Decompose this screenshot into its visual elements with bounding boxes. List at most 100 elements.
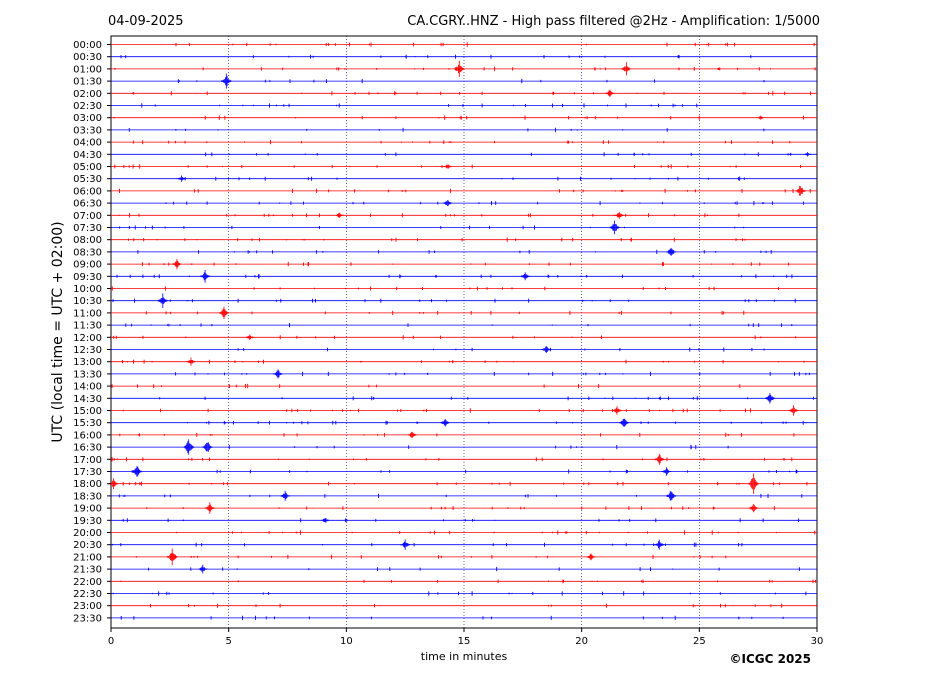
trace-noise-0300: [113, 115, 804, 120]
y-tick-label: 19:00: [73, 504, 102, 515]
seismic-event: [654, 539, 665, 550]
seismic-event: [454, 60, 465, 77]
seismic-event: [619, 418, 629, 427]
y-tick-label: 04:00: [73, 138, 102, 149]
copyright-label: ©ICGC 2025: [729, 652, 811, 666]
seismic-event: [407, 431, 418, 438]
y-tick-label: 09:30: [73, 272, 102, 283]
trace-noise-0500: [114, 164, 801, 169]
trace-noise-2330: [120, 615, 784, 620]
y-tick-label: 09:00: [73, 260, 102, 271]
seismic-event: [520, 272, 531, 281]
y-tick-label: 20:30: [73, 540, 102, 551]
x-tick-label: 5: [225, 636, 231, 647]
trace-noise-1030: [112, 298, 796, 303]
y-tick-label: 01:00: [73, 64, 102, 75]
y-tick-label: 12:30: [73, 345, 102, 356]
trace-noise-0400: [132, 140, 791, 145]
y-tick-label: 18:30: [73, 491, 102, 502]
trace-noise-0430: [205, 152, 792, 157]
seismic-event: [334, 212, 345, 218]
y-tick-label: 18:00: [73, 479, 102, 490]
seismic-event: [788, 405, 799, 416]
y-axis-label: UTC (local time = UTC + 02:00): [50, 221, 66, 442]
y-tick-label: 07:00: [73, 211, 102, 222]
y-tick-label: 23:00: [73, 601, 102, 612]
seismic-events: [108, 60, 813, 574]
trace-noise-0900: [141, 261, 790, 267]
y-tick-label: 13:30: [73, 369, 102, 380]
y-tick-label: 15:30: [73, 418, 102, 429]
y-tick-label: 01:30: [73, 77, 102, 88]
x-tick-label: 20: [575, 636, 588, 647]
seismic-event: [132, 466, 142, 477]
y-tick-label: 03:00: [73, 113, 102, 124]
y-tick-label: 05:30: [73, 174, 102, 185]
seismic-event: [200, 270, 210, 283]
chart-title: CA.CGRY..HNZ - High pass filtered @2Hz -…: [407, 14, 820, 29]
y-tick-label: 23:30: [73, 613, 102, 624]
trace-noise-0200: [132, 91, 812, 96]
y-tick-label: 00:00: [73, 40, 102, 51]
trace-noise-0800: [111, 237, 746, 242]
trace-noise-1400: [111, 383, 741, 389]
y-tick-label: 05:00: [73, 162, 102, 173]
x-tick-label: 25: [693, 636, 706, 647]
trace-noise-0630: [165, 201, 805, 206]
seismic-event: [244, 334, 255, 340]
y-tick-label: 11:00: [73, 308, 102, 319]
y-tick-label: 16:30: [73, 443, 102, 454]
trace-noise-0700: [118, 213, 740, 218]
y-tick-label: 16:00: [73, 430, 102, 441]
trace-noise-0930: [116, 274, 793, 279]
y-tick-label: 15:00: [73, 406, 102, 417]
y-tick-label: 17:00: [73, 455, 102, 466]
seismic-event: [320, 518, 331, 523]
trace-noise-1200: [113, 335, 797, 340]
x-tick-label: 30: [811, 636, 824, 647]
seismic-event: [442, 164, 453, 169]
seismic-event: [157, 293, 168, 308]
trace-noise-0030: [120, 54, 752, 59]
y-tick-label: 14:30: [73, 394, 102, 405]
seismic-event: [186, 357, 196, 366]
seismic-event: [605, 89, 615, 97]
y-tick-label: 13:00: [73, 357, 102, 368]
x-axis-ticks: 0 5 10 15 20 25 30: [108, 628, 824, 647]
y-tick-label: 02:30: [73, 101, 102, 112]
trace-noise-2300: [149, 603, 818, 608]
y-tick-label: 02:00: [73, 89, 102, 100]
y-tick-label: 17:30: [73, 467, 102, 478]
trace-noise-1300: [121, 359, 805, 364]
y-tick-label: 20:00: [73, 528, 102, 539]
seismic-event: [654, 453, 665, 465]
trace-noise-1900: [146, 506, 775, 511]
y-tick-label: 08:30: [73, 247, 102, 258]
y-tick-label: 06:00: [73, 186, 102, 197]
seismic-event: [280, 490, 290, 501]
y-tick-label: 00:30: [73, 52, 102, 63]
seismic-event: [614, 211, 625, 219]
trace-noise-2000: [176, 530, 816, 535]
trace-noise-2200: [120, 579, 816, 584]
x-tick-label: 10: [340, 636, 353, 647]
seismic-event: [802, 152, 813, 157]
seismic-event: [202, 442, 213, 452]
y-tick-label: 10:30: [73, 296, 102, 307]
seismic-event: [183, 439, 194, 455]
y-tick-label: 12:00: [73, 333, 102, 344]
trace-noise-0730: [119, 225, 745, 230]
seismic-event: [666, 247, 676, 256]
seismic-event: [748, 503, 759, 513]
trace-noise-1130: [125, 323, 793, 328]
y-tick-label: 21:30: [73, 565, 102, 576]
seismic-event: [621, 62, 632, 76]
x-axis-label: time in minutes: [421, 650, 508, 663]
trace-noise-1530: [186, 420, 807, 425]
trace-noise-1830: [118, 493, 803, 498]
seismic-event: [609, 220, 620, 235]
seismic-event: [442, 200, 453, 206]
y-tick-label: 22:30: [73, 589, 102, 600]
seismic-event: [748, 473, 759, 494]
seismic-event: [400, 539, 411, 550]
